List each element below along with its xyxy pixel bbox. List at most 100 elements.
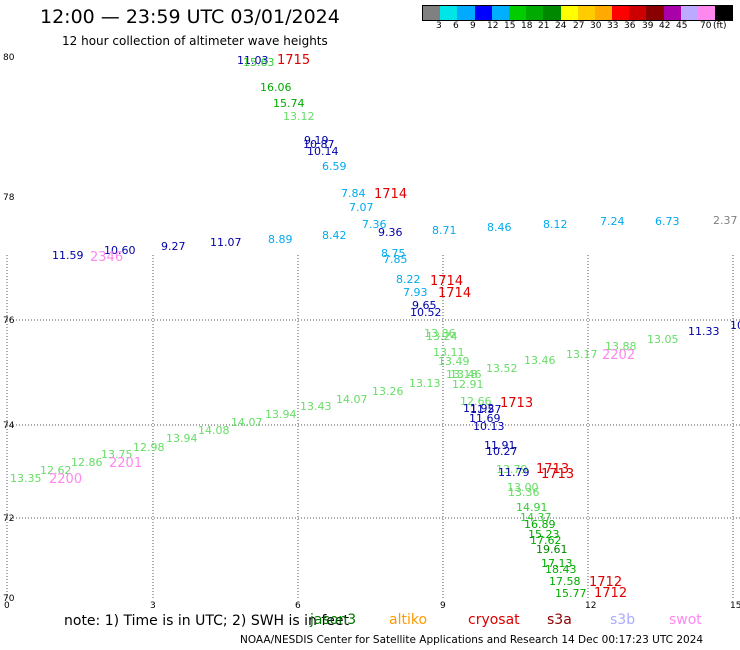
wave-height-label: 13.43	[300, 400, 332, 413]
scale-label: 24	[555, 21, 567, 31]
wave-height-label: 12.98	[133, 441, 165, 454]
wave-height-label: 10.14	[307, 145, 339, 158]
wave-height-label: 10.87	[303, 138, 335, 151]
lat-label: 76	[3, 316, 15, 326]
wave-height-label: 8.89	[268, 233, 293, 246]
scale-swatch	[680, 6, 698, 20]
wave-height-label: 17.58	[549, 575, 581, 588]
wave-height-label: 2.37	[713, 214, 738, 227]
wave-height-label: 13.11	[433, 346, 465, 359]
lat-label: 80	[3, 53, 15, 63]
wave-height-label: 8.46	[487, 221, 512, 234]
wave-height-label: 14.08	[198, 424, 230, 437]
scale-swatch	[543, 6, 561, 20]
wave-height-label: 13.35	[10, 472, 42, 485]
wave-height-label: 15.74	[273, 97, 305, 110]
time-stamp-label: 1714	[430, 274, 463, 289]
scale-swatch	[474, 6, 492, 20]
scale-swatch	[508, 6, 527, 20]
wave-height-label: 17.62	[530, 534, 562, 547]
satellite-legend-altiko: altiko	[389, 612, 428, 628]
satellite-legend-s3a: s3a	[547, 612, 572, 628]
wave-height-label: 13.75	[101, 448, 133, 461]
wave-height-label: 14.07	[231, 416, 263, 429]
lat-label: 78	[3, 193, 15, 203]
wave-height-label: 15.23	[528, 528, 560, 541]
scale-swatch	[577, 6, 595, 20]
scale-label: 27	[573, 21, 585, 31]
wave-height-label: 13.79	[496, 463, 528, 476]
wave-height-label: 11.07	[210, 236, 242, 249]
wave-height-label: 6.73	[655, 215, 680, 228]
wave-height-label: 13.86	[424, 327, 456, 340]
scale-swatch	[423, 6, 441, 20]
satellite-legend-s3b: s3b	[610, 612, 636, 628]
scale-swatch	[457, 6, 475, 20]
wave-height-label: 11.79	[498, 466, 530, 479]
wave-height-label: 9.65	[412, 299, 437, 312]
wave-height-label: 13.46	[524, 354, 556, 367]
scale-swatch	[491, 6, 509, 20]
time-stamp-label: 1714	[374, 187, 407, 202]
wave-height-label: 7.24	[600, 215, 625, 228]
wave-height-label: 18.43	[545, 563, 577, 576]
wave-height-label: 14.91	[516, 501, 548, 514]
wave-height-label: 11.03	[237, 54, 269, 67]
wave-height-label: 7.07	[349, 201, 374, 214]
wave-height-label: 14.07	[336, 393, 368, 406]
wave-height-label: 11.92	[463, 402, 495, 415]
page-subtitle: 12 hour collection of altimeter wave hei…	[62, 34, 328, 48]
wave-height-label: 11.33	[688, 325, 720, 338]
wave-height-label: 12.86	[71, 456, 103, 469]
time-stamp-label: 2202	[602, 348, 635, 363]
wave-height-label: 13.36	[508, 486, 540, 499]
scale-unit: (ft)	[713, 21, 727, 31]
wave-height-label: 9.36	[378, 226, 403, 239]
scale-label: 18	[521, 21, 533, 31]
lon-label: 0	[4, 601, 10, 611]
wave-height-label: 8.42	[322, 229, 347, 242]
wave-height-label: 13.12	[283, 110, 315, 123]
wave-height-label: 7.85	[383, 253, 408, 266]
wave-height-label: 12.91	[452, 378, 484, 391]
wave-height-label: 13.05	[647, 333, 679, 346]
lon-label: 15	[730, 601, 740, 611]
lon-label: 6	[295, 601, 301, 611]
scale-swatch	[663, 6, 681, 20]
lat-label: 70	[3, 594, 15, 604]
scale-swatch	[612, 6, 630, 20]
wave-height-label: 11.91	[484, 439, 516, 452]
wave-height-label: 17.13	[541, 557, 573, 570]
wave-height-label: 13.18	[446, 368, 478, 381]
wave-height-label: 9.27	[161, 240, 186, 253]
wave-height-label: 13.88	[605, 340, 637, 353]
scale-label: 3	[436, 21, 442, 31]
scale-label: 30	[590, 21, 602, 31]
scale-swatch	[594, 6, 613, 20]
time-stamp-label: 1713	[536, 462, 569, 477]
scale-label: 12	[487, 21, 499, 31]
wave-height-label: 7.93	[403, 286, 428, 299]
scale-swatch	[698, 6, 716, 20]
scale-swatch	[526, 6, 544, 20]
lon-label: 3	[150, 601, 156, 611]
scale-label: 39	[642, 21, 654, 31]
wave-height-label: 13.13	[409, 377, 441, 390]
time-stamp-label: 1712	[594, 586, 627, 601]
scale-label: 42	[659, 21, 671, 31]
wave-height-label: 11.59	[52, 249, 84, 262]
lat-label: 72	[3, 514, 14, 524]
wave-height-label: 16.06	[260, 81, 292, 94]
wave-height-label: 8.75	[381, 247, 406, 260]
scale-label: 6	[453, 21, 459, 31]
time-stamp-label: 1713	[500, 396, 533, 411]
time-stamp-label: 1715	[277, 53, 310, 68]
wave-height-label: 10.60	[104, 244, 136, 257]
wave-height-label: 13.17	[566, 348, 598, 361]
scale-label: 15	[504, 21, 516, 31]
lat-label: 74	[3, 421, 15, 431]
satellite-legend-cryosat: cryosat	[468, 612, 520, 628]
time-stamp-label: 1712	[589, 575, 622, 590]
wave-height-label: 7.36	[362, 218, 387, 231]
wave-height-label: 12.66	[460, 395, 492, 408]
